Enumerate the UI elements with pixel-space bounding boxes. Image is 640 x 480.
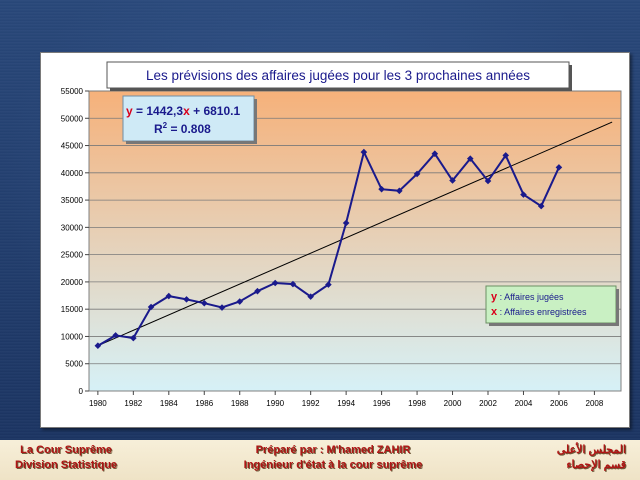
- equation-y: y: [126, 104, 133, 118]
- equation-intercept: + 6810.1: [190, 104, 241, 118]
- y-tick-label: 40000: [61, 169, 84, 178]
- y-tick-label: 35000: [61, 196, 84, 205]
- legend-label-y: : Affaires jugées: [497, 292, 564, 302]
- x-tick-label: 1980: [89, 399, 107, 408]
- y-tick-label: 50000: [61, 114, 84, 123]
- data-point-marker: [200, 299, 208, 307]
- y-tick-label: 25000: [61, 251, 84, 260]
- x-tick-label: 1998: [408, 399, 426, 408]
- footer-court-name: La Cour Suprême: [20, 444, 112, 456]
- legend-key-x: x: [491, 306, 498, 318]
- data-point-marker: [94, 342, 102, 350]
- data-point-marker: [520, 191, 527, 198]
- legend-entry-affaires-jugees: y : Affaires jugées: [491, 291, 564, 303]
- chart-frame: 0 5000 10000 15000 20000 25000 30000 35000 40000…: [40, 52, 630, 428]
- y-tick-label: 30000: [61, 223, 84, 232]
- r-squared-value: = 0.808: [167, 122, 211, 136]
- y-tick-label: 20000: [61, 278, 84, 287]
- data-point-marker: [449, 177, 456, 184]
- data-point-marker: [165, 292, 173, 300]
- data-point-marker: [183, 296, 190, 303]
- data-point-marker: [271, 279, 279, 287]
- data-point-marker: [218, 304, 226, 311]
- footer-division: Division Statistique: [14, 459, 118, 471]
- data-point-marker: [236, 298, 244, 305]
- x-tick-label: 1994: [337, 399, 355, 408]
- x-tick-label: 1986: [195, 399, 213, 408]
- x-tick-label: 2008: [586, 399, 604, 408]
- data-point-marker: [360, 148, 368, 156]
- r-squared-exp: 2: [163, 121, 168, 130]
- x-tick-label: 2000: [444, 399, 462, 408]
- x-axis: 1980 1982 1984 1986 1988 1990 1992 1994 1996 1998…: [89, 391, 604, 408]
- chart-title: Les prévisions des affaires jugées pour …: [146, 68, 530, 83]
- legend-label-x: : Affaires enregistrées: [497, 307, 587, 317]
- footer-prepared-by: Préparé par : M'hamed ZAHIR: [255, 444, 411, 456]
- legend-box: y : Affaires jugées x : Affaires enregis…: [485, 285, 619, 326]
- data-point-marker: [307, 293, 314, 300]
- data-point-marker: [378, 185, 385, 193]
- y-tick-label: 0: [79, 387, 84, 396]
- y-tick-label: 45000: [61, 142, 84, 151]
- data-point-marker: [484, 177, 492, 185]
- footer-author-role: Ingénieur d'état à la cour suprême: [243, 459, 423, 471]
- data-point-marker: [396, 187, 403, 195]
- trendline: [97, 121, 613, 347]
- y-tick-label: 10000: [61, 332, 84, 341]
- r-squared-text: R2 = 0.808: [154, 121, 211, 136]
- equation-coef: = 1442,3: [133, 104, 184, 118]
- data-point-marker: [325, 281, 332, 288]
- equation-box-bg: [122, 95, 255, 142]
- footer-arabic-division: قسم الإحصاء: [566, 459, 626, 471]
- equation-box: y = 1442,3x + 6810.1 R2 = 0.808: [122, 95, 257, 144]
- y-tick-label: 15000: [61, 305, 84, 314]
- data-point-marker: [254, 287, 261, 295]
- x-tick-label: 1988: [231, 399, 249, 408]
- x-tick-label: 1984: [160, 399, 178, 408]
- data-point-marker: [342, 219, 350, 227]
- footer-right-arabic: المجلس الأعلى قسم الإحصاء: [526, 443, 626, 473]
- x-tick-label: 1992: [302, 399, 320, 408]
- footer-middle: Préparé par : M'hamed ZAHIR Ingénieur d'…: [218, 443, 448, 473]
- data-point-marker: [537, 202, 545, 210]
- legend-bg: [485, 285, 617, 324]
- footer-arabic-court: المجلس الأعلى: [556, 444, 626, 456]
- y-tick-label: 55000: [61, 87, 84, 96]
- data-point-marker: [413, 170, 421, 178]
- y-tick-label: 5000: [65, 360, 83, 369]
- x-tick-label: 2006: [550, 399, 568, 408]
- r-squared-label: R: [154, 122, 163, 136]
- data-point-marker: [289, 280, 297, 288]
- equation-text: y = 1442,3x + 6810.1: [126, 104, 240, 118]
- x-tick-label: 2002: [479, 399, 497, 408]
- footer-band: La Cour Suprême Division Statistique Pré…: [0, 440, 640, 480]
- equation-x: x: [183, 104, 190, 118]
- x-tick-label: 1996: [373, 399, 391, 408]
- x-tick-label: 1990: [266, 399, 284, 408]
- x-tick-label: 2004: [515, 399, 533, 408]
- footer-left: La Cour Suprême Division Statistique: [6, 443, 126, 473]
- data-point-marker: [112, 332, 119, 339]
- line-chart: 0 5000 10000 15000 20000 25000 30000 35000 40000…: [61, 61, 622, 408]
- x-tick-label: 1982: [124, 399, 142, 408]
- legend-key-y: y: [491, 291, 498, 303]
- y-axis: 0 5000 10000 15000 20000 25000 30000 35000 40000…: [61, 87, 89, 396]
- data-point-marker: [431, 150, 439, 158]
- data-point-marker: [555, 164, 563, 171]
- chart-title-box: Les prévisions des affaires jugées pour …: [106, 61, 572, 91]
- legend-entry-affaires-enregistrees: x : Affaires enregistrées: [491, 306, 587, 318]
